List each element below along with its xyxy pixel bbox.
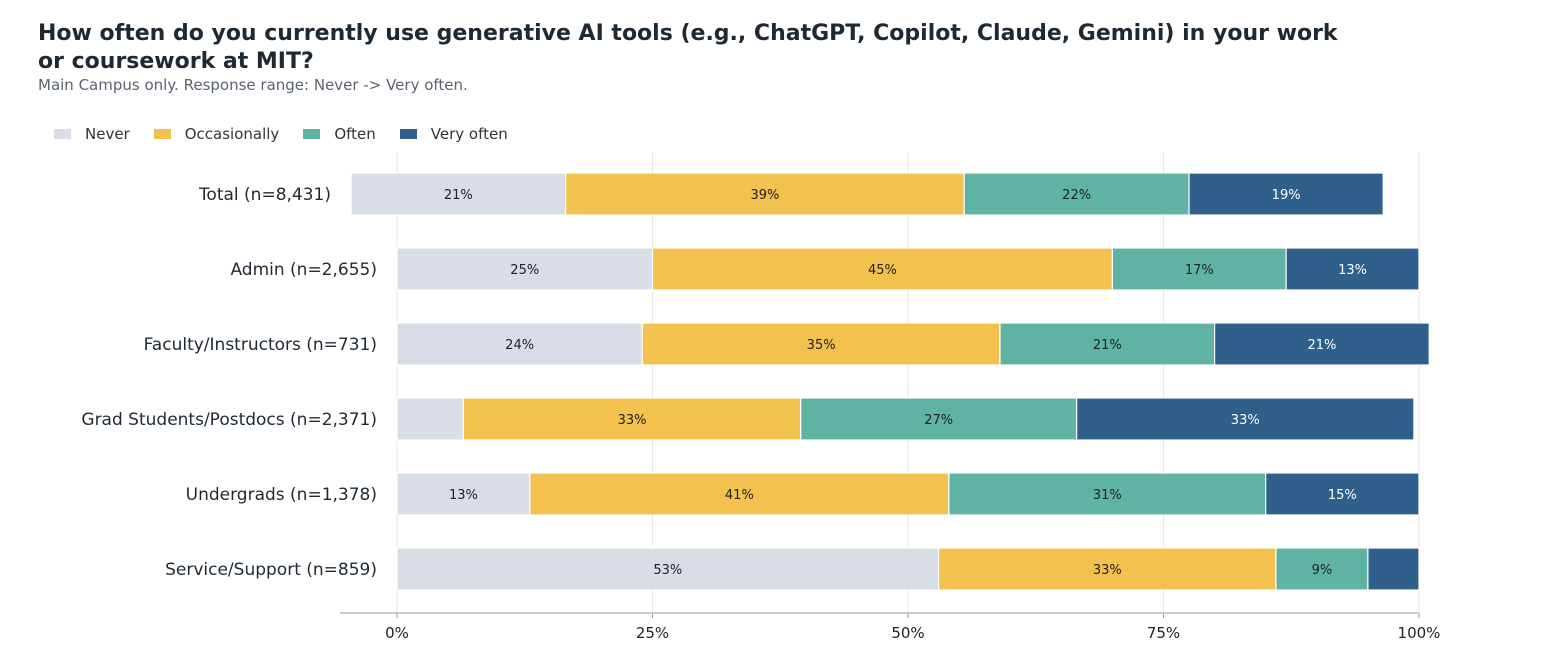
bar-segment	[1076, 397, 1415, 441]
data-label: 33%	[1231, 413, 1260, 428]
bar-segment	[1265, 472, 1420, 516]
bar-segment	[800, 397, 1078, 441]
x-tick-label: 50%	[891, 624, 924, 642]
legend-item-often: Often	[303, 125, 376, 143]
category-label: Admin (n=2,655)	[230, 260, 377, 280]
category-label: Undergrads (n=1,378)	[186, 485, 377, 505]
legend-swatch-never	[54, 129, 71, 139]
legend-label-very-often: Very often	[430, 125, 508, 143]
data-label: 13%	[1338, 263, 1367, 278]
bar-segment	[350, 172, 567, 216]
data-label: 17%	[1185, 263, 1214, 278]
data-label: 9%	[1312, 563, 1333, 578]
legend-swatch-occasionally	[153, 129, 171, 139]
legend-label-often: Often	[334, 125, 376, 143]
bar-segment	[1367, 547, 1420, 591]
category-label: Faculty/Instructors (n=731)	[144, 335, 377, 355]
data-label: 24%	[505, 338, 534, 353]
data-label: 21%	[1093, 338, 1122, 353]
legend: Never Occasionally Often Very often	[54, 125, 532, 143]
data-label: 33%	[1093, 563, 1122, 578]
legend-item-occasionally: Occasionally	[153, 125, 280, 143]
data-label: 39%	[750, 188, 779, 203]
bar-segment	[1275, 547, 1369, 591]
bar-segment	[938, 547, 1277, 591]
data-label: 27%	[924, 413, 953, 428]
data-label: 21%	[444, 188, 473, 203]
data-label: 22%	[1062, 188, 1091, 203]
legend-label-never: Never	[85, 125, 130, 143]
bar-segment	[396, 322, 643, 366]
bar-segment	[1285, 247, 1420, 291]
category-label: Total (n=8,431)	[198, 185, 331, 205]
legend-label-occasionally: Occasionally	[184, 125, 280, 143]
bar-segment	[396, 247, 654, 291]
data-label: 35%	[807, 338, 836, 353]
legend-swatch-often	[303, 129, 321, 139]
data-label: 53%	[653, 563, 682, 578]
x-tick-label: 0%	[385, 624, 409, 642]
data-label: 45%	[868, 263, 897, 278]
data-label: 33%	[618, 413, 647, 428]
bar-segment	[1188, 172, 1384, 216]
legend-item-very-often: Very often	[399, 125, 508, 143]
data-label: 13%	[449, 488, 478, 503]
x-tick-label: 25%	[636, 624, 669, 642]
bar-segment	[396, 547, 940, 591]
data-label: 41%	[725, 488, 754, 503]
data-label: 25%	[510, 263, 539, 278]
legend-item-never: Never	[54, 125, 130, 143]
bar-segment	[396, 397, 465, 441]
bar-segment	[1111, 247, 1287, 291]
legend-swatch-very-often	[399, 129, 417, 139]
bar-segment	[462, 397, 802, 441]
data-label: 21%	[1307, 338, 1336, 353]
bar-segment	[651, 247, 1113, 291]
chart-subtitle: Main Campus only. Response range: Never …	[38, 76, 468, 94]
chart-title: How often do you currently use generativ…	[38, 21, 1338, 74]
data-label: 15%	[1328, 488, 1357, 503]
data-label: 31%	[1093, 488, 1122, 503]
bar-segment	[396, 472, 531, 516]
data-label: 19%	[1272, 188, 1301, 203]
bar-segment	[529, 472, 950, 516]
bar-segment	[1213, 322, 1430, 366]
category-label: Grad Students/Postdocs (n=2,371)	[81, 410, 377, 430]
category-label: Service/Support (n=859)	[165, 560, 377, 580]
x-tick-label: 75%	[1147, 624, 1180, 642]
x-tick-label: 100%	[1398, 624, 1441, 642]
